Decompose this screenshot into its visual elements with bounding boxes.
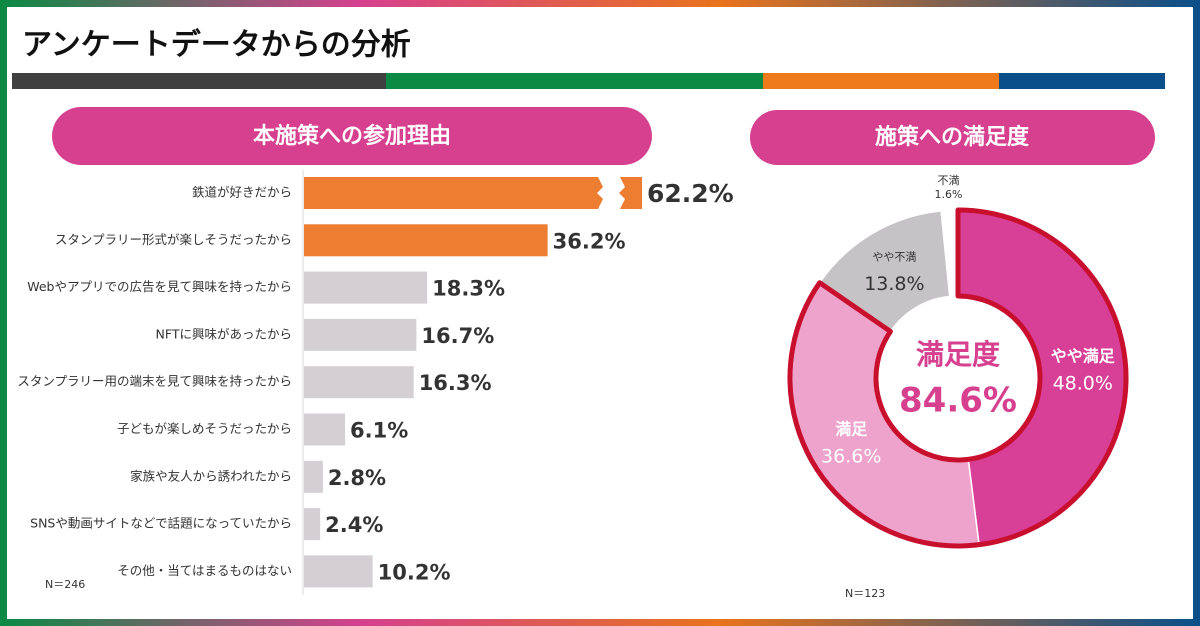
center-value: 84.6%: [899, 381, 1017, 421]
bar: [304, 224, 548, 257]
category-label: Webやアプリでの広告を見て興味を持ったから: [27, 279, 292, 294]
section-header: [52, 107, 652, 165]
category-label: 鉄道が好きだから: [192, 185, 292, 200]
chart-title: 施策への満足度: [875, 124, 1030, 150]
bar: [304, 413, 346, 446]
bar: [304, 508, 321, 541]
value-label: 2.4%: [325, 513, 383, 537]
slice-label: やや不満: [872, 250, 916, 263]
accent-bar: [999, 73, 1165, 89]
bar: [304, 460, 323, 493]
bar: [304, 555, 373, 588]
value-label: 62.2%: [647, 179, 734, 208]
category-label: スタンプラリー用の端末を見て興味を持ったから: [17, 374, 292, 389]
slice-label: やや満足: [1051, 347, 1116, 366]
value-label: 16.3%: [419, 371, 492, 395]
value-label: 6.1%: [350, 419, 408, 443]
accent-bar: [12, 73, 386, 89]
accent-bar: [763, 73, 999, 89]
section-header: [750, 110, 1155, 165]
value-label: 18.3%: [432, 277, 505, 301]
value-label: 36.2%: [553, 229, 626, 253]
slice-label: 満足: [835, 419, 868, 438]
value-label: 2.8%: [328, 466, 386, 490]
chart-title: 本施策への参加理由: [253, 123, 451, 149]
slice-value: 48.0%: [1053, 373, 1113, 395]
category-label: NFTに興味があったから: [156, 326, 292, 341]
slice-value: 36.6%: [821, 445, 881, 467]
category-label: 家族や友人から誘われたから: [130, 468, 292, 483]
slice-label: 不満: [937, 174, 959, 187]
slide-title: アンケートデータからの分析: [22, 28, 411, 63]
category-label: スタンプラリー形式が楽しそうだったから: [55, 232, 292, 247]
bar: [304, 177, 642, 209]
center-label: 満足度: [916, 338, 1000, 371]
axis-break: [597, 175, 625, 211]
category-label: その他・当てはまるものはない: [117, 563, 292, 578]
satisfaction-outline: [787, 207, 1129, 549]
accent-bar: [386, 73, 763, 89]
value-label: 10.2%: [378, 560, 451, 584]
bar: [304, 318, 417, 351]
sample-size: N＝246: [45, 578, 85, 591]
bar: [304, 366, 414, 399]
value-label: 16.7%: [421, 324, 494, 348]
slice-value: 13.8%: [864, 273, 924, 295]
slice-value: 1.6%: [934, 188, 962, 201]
category-label: 子どもが楽しめそうだったから: [117, 421, 292, 436]
category-label: SNSや動画サイトなどで話題になっていたから: [30, 516, 292, 531]
bar: [304, 271, 428, 304]
sample-size: N＝123: [845, 587, 885, 600]
